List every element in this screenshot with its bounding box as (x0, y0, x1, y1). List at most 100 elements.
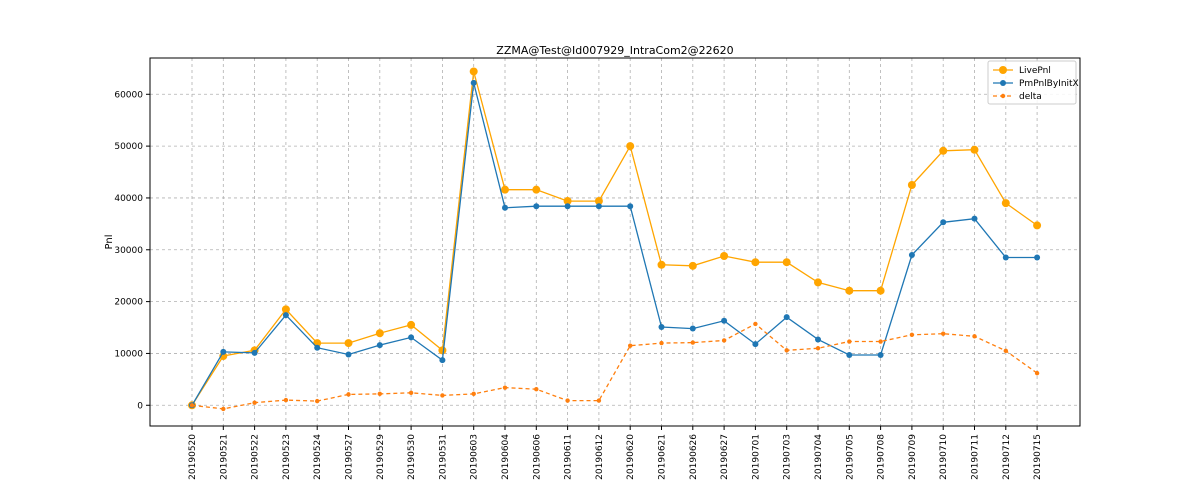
series-line-PmPnlByInitX (191, 82, 1038, 406)
data-point-PmPnlByInitX (533, 203, 540, 210)
data-point-PmPnlByInitX (783, 314, 790, 321)
data-point-delta (408, 390, 414, 396)
y-tick-label: 10000 (114, 349, 143, 359)
data-point-PmPnlByInitX (376, 342, 383, 349)
data-point-PmPnlByInitX (345, 351, 352, 358)
data-point-delta (252, 400, 257, 405)
data-point-delta (847, 339, 852, 344)
data-point-LivePnl (751, 258, 760, 267)
data-point-LivePnl (720, 251, 729, 260)
chart-title: ZZMA@Test@Id007929_IntraCom2@22620 (496, 44, 733, 57)
legend-item-PmPnlByInitX: PmPnlByInitX (993, 79, 1079, 89)
data-point-LivePnl (782, 258, 791, 267)
data-point-LivePnl (1033, 221, 1042, 230)
x-tick-label: 20190626 (689, 434, 699, 480)
data-point-delta (471, 391, 476, 397)
data-point-PmPnlByInitX (971, 215, 978, 222)
x-tick-label: 20190521 (219, 434, 229, 480)
data-point-PmPnlByInitX (251, 349, 258, 356)
data-point-delta (189, 403, 195, 408)
data-point-PmPnlByInitX (721, 317, 728, 324)
y-tick-label: 60000 (114, 90, 143, 100)
x-tick-label: 20190715 (1033, 434, 1043, 480)
data-point-LivePnl (594, 197, 603, 206)
data-point-delta (315, 398, 320, 404)
plot-frame (149, 57, 1081, 427)
data-point-LivePnl (939, 146, 948, 155)
x-tick-label: 20190611 (564, 434, 574, 480)
data-point-PmPnlByInitX (689, 325, 696, 332)
x-tick-label: 20190529 (376, 434, 386, 480)
legend-swatch-marker (1000, 93, 1006, 99)
data-point-PmPnlByInitX (877, 351, 884, 358)
x-tick-label: 20190703 (783, 434, 793, 480)
data-point-LivePnl (438, 346, 447, 355)
series-layer (188, 67, 1042, 412)
y-tick-label: 0 (137, 401, 143, 411)
data-point-delta (690, 340, 695, 345)
data-point-delta (753, 321, 758, 327)
data-point-delta (784, 348, 789, 353)
data-point-PmPnlByInitX (220, 348, 227, 355)
data-point-delta (972, 334, 977, 339)
data-point-delta (909, 332, 915, 337)
x-tick-label: 20190627 (720, 434, 730, 480)
x-tick-label: 20190711 (971, 434, 981, 480)
x-tick-label: 20190531 (438, 434, 448, 480)
data-point-PmPnlByInitX (1002, 254, 1009, 261)
legend: LivePnl PmPnlByInitX delta (987, 60, 1079, 105)
y-axis-label: Pnl (104, 235, 115, 250)
data-point-PmPnlByInitX (282, 312, 289, 319)
data-point-delta (502, 385, 508, 390)
data-point-LivePnl (532, 185, 541, 194)
series-delta (189, 321, 1040, 412)
data-point-delta (596, 398, 602, 403)
y-tick-label: 50000 (114, 142, 143, 152)
data-point-delta (221, 406, 226, 412)
x-tick-label: 20190520 (188, 434, 198, 480)
x-tick-label: 20190621 (658, 434, 668, 480)
data-point-delta (659, 340, 664, 346)
series-PmPnlByInitX (189, 79, 1041, 409)
data-point-PmPnlByInitX (940, 219, 947, 226)
data-point-LivePnl (876, 286, 885, 295)
data-point-LivePnl (344, 339, 353, 348)
y-tick-label: 40000 (114, 194, 143, 204)
data-point-LivePnl (563, 197, 572, 206)
legend-label: delta (1019, 92, 1042, 102)
y-tick-label: 20000 (114, 298, 143, 308)
legend-frame (987, 60, 1077, 105)
data-point-delta (1034, 370, 1040, 376)
data-point-LivePnl (688, 261, 697, 270)
data-point-delta (815, 346, 821, 351)
x-tick-label: 20190620 (626, 434, 636, 480)
data-point-LivePnl (814, 278, 822, 287)
data-point-PmPnlByInitX (752, 341, 759, 348)
x-tick-label: 20190701 (751, 434, 761, 480)
x-tick-label: 20190710 (939, 434, 949, 480)
data-point-delta (534, 387, 539, 392)
data-point-PmPnlByInitX (658, 324, 665, 331)
x-tick-label: 20190712 (1002, 434, 1012, 480)
data-point-delta (721, 338, 727, 343)
legend-label: PmPnlByInitX (1019, 79, 1079, 89)
data-point-LivePnl (469, 67, 478, 76)
x-tick-label: 20190705 (845, 434, 855, 480)
data-point-LivePnl (501, 185, 509, 194)
y-tick-label: 30000 (114, 246, 143, 256)
data-point-delta (565, 398, 570, 403)
x-tick-label: 20190708 (877, 434, 887, 480)
x-tick-label: 20190704 (814, 434, 824, 480)
data-point-LivePnl (657, 260, 666, 269)
data-point-delta (941, 331, 946, 336)
data-point-LivePnl (907, 180, 916, 189)
data-point-PmPnlByInitX (627, 203, 634, 210)
data-point-PmPnlByInitX (502, 204, 508, 211)
data-point-delta (377, 391, 382, 397)
data-point-LivePnl (626, 142, 635, 151)
data-point-LivePnl (845, 286, 854, 295)
data-point-PmPnlByInitX (470, 79, 477, 86)
legend-item-LivePnl: LivePnl (993, 66, 1051, 76)
data-point-delta (628, 343, 633, 348)
